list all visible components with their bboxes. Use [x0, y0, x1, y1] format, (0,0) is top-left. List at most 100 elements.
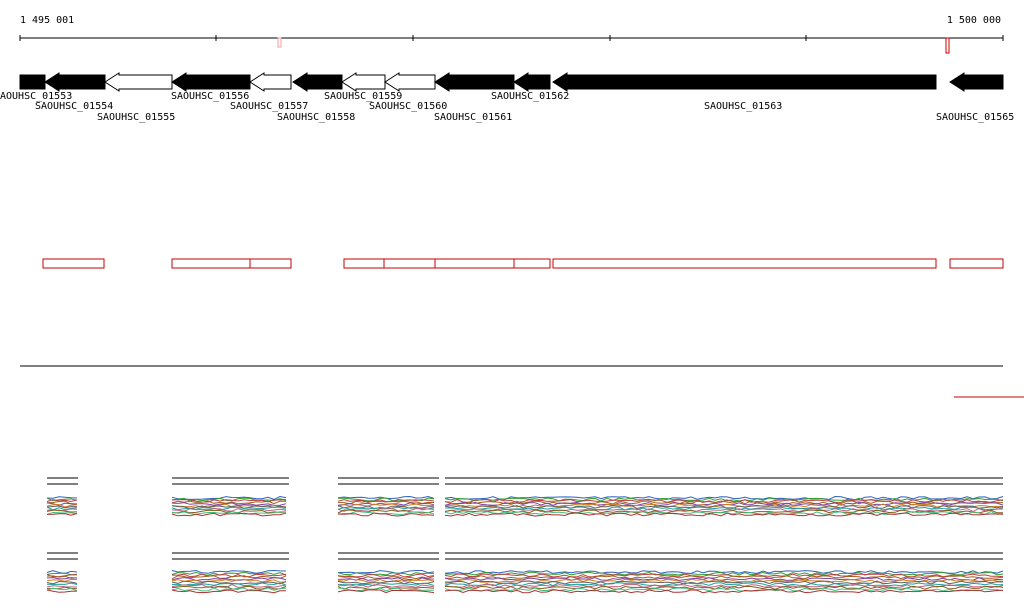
- expression-trace: [171, 511, 287, 515]
- expression-trace: [171, 584, 287, 589]
- expression-trace: [171, 503, 287, 508]
- expression-trace: [46, 580, 78, 585]
- expression-trace: [444, 587, 1004, 592]
- expression-trace: [46, 503, 78, 508]
- gene-arrow: [434, 72, 515, 92]
- expression-trace: [171, 512, 287, 517]
- gene-label: SAOUHSC_01561: [434, 112, 512, 123]
- expression-trace: [337, 578, 435, 583]
- expression-trace: [444, 571, 1004, 576]
- expression-trace: [444, 582, 1004, 587]
- expression-trace: [337, 585, 435, 590]
- expression-trace: [444, 570, 1004, 574]
- expression-trace: [444, 578, 1004, 583]
- gene-label: SAOUHSC_01559: [324, 91, 402, 102]
- expression-trace: [171, 587, 287, 592]
- expression-trace: [444, 506, 1004, 511]
- expression-trace: [46, 509, 78, 513]
- gene-arrow: [552, 72, 937, 92]
- expression-trace: [337, 575, 435, 580]
- expression-trace: [171, 500, 286, 505]
- expression-trace: [337, 584, 435, 588]
- expression-trace: [444, 585, 1004, 590]
- feature-box: [434, 258, 515, 269]
- expression-trace: [46, 587, 78, 592]
- expression-trace: [444, 497, 1004, 502]
- expression-trace: [171, 575, 287, 580]
- gene-label: SAOUHSC_01558: [277, 112, 355, 123]
- expression-trace: [444, 503, 1004, 508]
- expression-trace: [171, 497, 287, 502]
- gene-label: SAOUHSC_01555: [97, 112, 175, 123]
- expression-trace: [46, 496, 78, 499]
- expression-trace: [171, 589, 286, 594]
- gene-arrow: [341, 72, 386, 92]
- expression-trace: [171, 578, 287, 583]
- expression-trace: [171, 508, 287, 512]
- expression-trace: [46, 573, 78, 578]
- feature-box: [383, 258, 436, 269]
- feature-box: [343, 258, 385, 269]
- marker: [277, 37, 282, 48]
- expression-trace: [444, 583, 1004, 588]
- expression-trace: [444, 495, 1004, 501]
- expression-trace: [444, 577, 1004, 581]
- gene-arrow: [292, 72, 343, 92]
- gene-arrow: [171, 72, 251, 92]
- expression-trace: [46, 589, 78, 593]
- expression-trace: [337, 573, 435, 578]
- expression-trace: [338, 497, 435, 502]
- gene-label: SAOUHSC_01554: [35, 101, 113, 112]
- expression-trace: [171, 576, 287, 582]
- expression-trace: [46, 577, 78, 580]
- feature-box: [552, 258, 937, 269]
- expression-trace: [46, 582, 78, 586]
- gene-arrow: [384, 72, 436, 92]
- expression-trace: [444, 575, 1004, 580]
- expression-trace: [46, 505, 77, 509]
- expression-trace: [171, 569, 287, 574]
- expression-trace: [338, 500, 435, 505]
- expression-trace: [46, 499, 78, 503]
- marker: [945, 37, 950, 54]
- expression-trace: [444, 580, 1004, 585]
- gene-label: SAOUHSC_01557: [230, 101, 308, 112]
- expression-trace: [444, 510, 1004, 516]
- expression-trace: [337, 512, 435, 517]
- expression-trace: [337, 572, 435, 576]
- expression-trace: [171, 580, 287, 585]
- expression-trace: [171, 582, 287, 587]
- gene-label: AOUHSC_01553: [0, 91, 72, 102]
- expression-trace: [171, 585, 287, 590]
- gene-label: SAOUHSC_01560: [369, 101, 447, 112]
- expression-trace: [444, 500, 1003, 505]
- expression-trace: [46, 585, 78, 588]
- expression-trace: [337, 589, 435, 594]
- expression-trace: [171, 571, 287, 576]
- feature-box: [949, 258, 1004, 269]
- expression-trace: [337, 570, 435, 575]
- expression-trace: [172, 573, 287, 578]
- expression-trace: [337, 582, 435, 587]
- expression-trace: [171, 509, 287, 514]
- gene-label: SAOUHSC_01556: [171, 91, 249, 102]
- gene-arrow: [44, 72, 106, 92]
- gene-label: SAOUHSC_01563: [704, 101, 782, 112]
- expression-trace: [337, 502, 435, 506]
- expression-trace: [337, 503, 435, 507]
- expression-trace: [444, 504, 1004, 510]
- ruler-start-label: 1 495 001: [20, 15, 74, 26]
- expression-trace: [171, 506, 287, 511]
- gene-arrow: [19, 74, 46, 90]
- expression-trace: [46, 578, 78, 582]
- expression-trace: [46, 575, 78, 579]
- feature-box: [42, 258, 105, 269]
- expression-trace: [337, 506, 435, 511]
- gene-label: SAOUHSC_01565: [936, 112, 1014, 123]
- ruler-end-label: 1 500 000: [947, 15, 1001, 26]
- expression-trace: [46, 511, 78, 515]
- feature-box: [249, 258, 292, 269]
- expression-trace: [46, 502, 78, 506]
- expression-trace: [337, 510, 435, 515]
